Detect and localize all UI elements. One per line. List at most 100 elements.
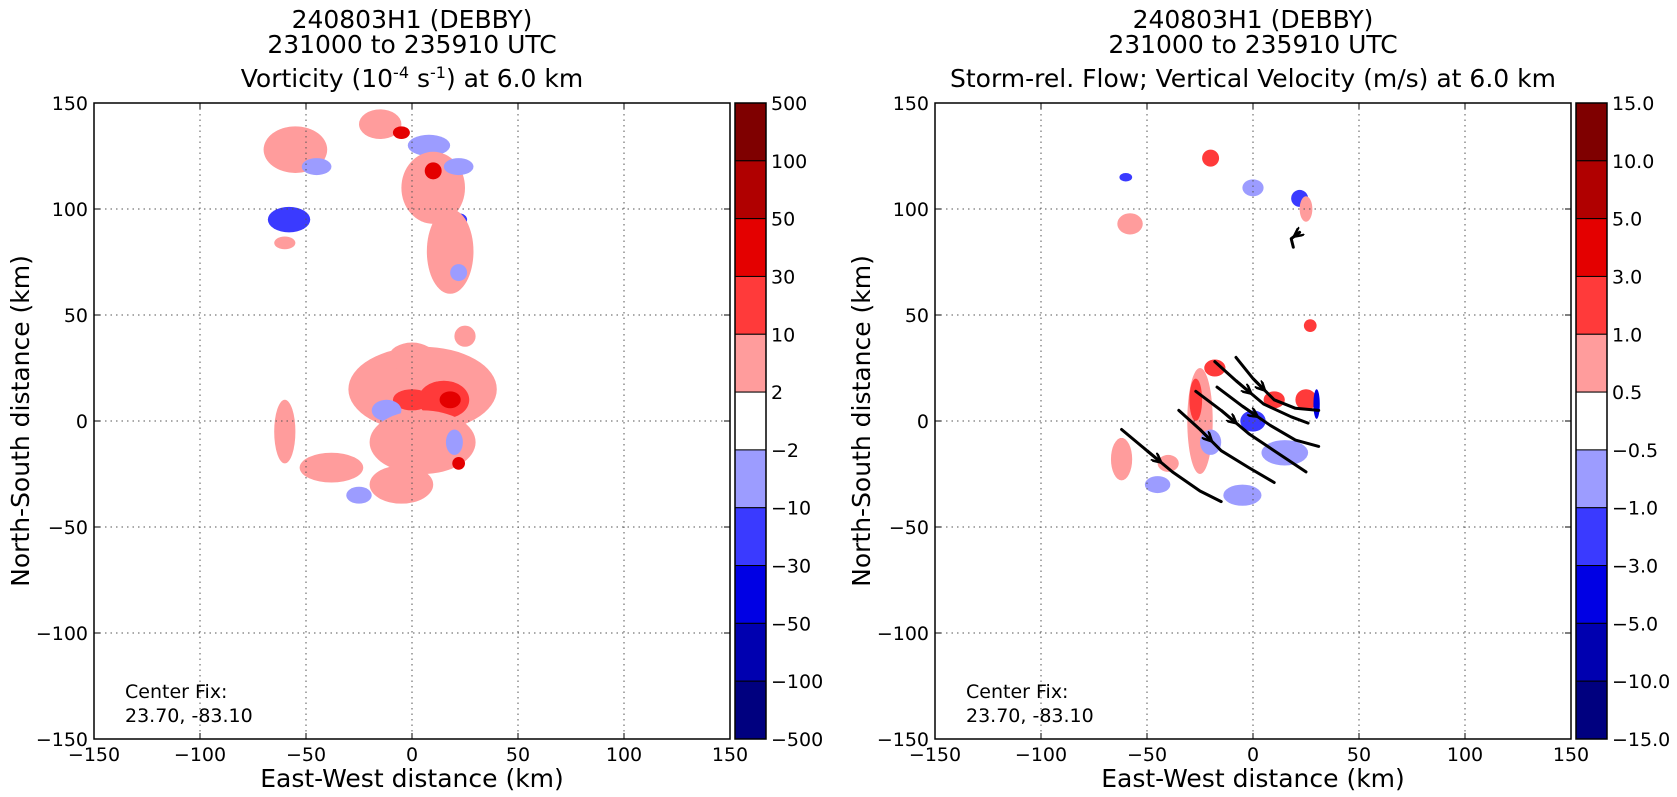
field-blob — [1119, 172, 1133, 182]
field-blob — [359, 109, 402, 140]
colorbar-segment — [734, 680, 767, 740]
x-tick-label: 100 — [606, 744, 642, 766]
field-blob — [1303, 319, 1317, 332]
field-blob — [369, 465, 434, 504]
colorbar-label: −30 — [771, 556, 811, 578]
x-tick-label: −150 — [68, 744, 120, 766]
field-blob — [450, 264, 468, 282]
colorbar-label: 50 — [771, 209, 795, 231]
colorbar-segment — [1575, 160, 1608, 220]
x-tick-label: 0 — [1247, 744, 1259, 766]
streamline — [1234, 355, 1321, 412]
center-fix-value: 23.70, -83.10 — [125, 705, 253, 727]
y-tick-label: 0 — [76, 411, 88, 433]
colorbar-segment — [734, 565, 767, 624]
field-layer — [1110, 149, 1320, 506]
field-blob — [454, 325, 476, 347]
field-blob — [299, 452, 364, 483]
x-tick-label: −50 — [286, 744, 326, 766]
colorbar-label: −15.0 — [1612, 729, 1670, 751]
field-blob — [1295, 389, 1317, 411]
colorbar-label: 10 — [771, 324, 795, 346]
colorbar-label: 15.0 — [1612, 93, 1654, 115]
x-axis-label: East-West distance (km) — [260, 764, 564, 793]
colorbar-segment — [1575, 102, 1608, 162]
field-blob — [452, 457, 466, 470]
field-blob — [445, 429, 463, 455]
field-blob — [426, 209, 474, 294]
y-axis-label: North-South distance (km) — [6, 255, 35, 587]
colorbar-label: 0.5 — [1612, 382, 1642, 404]
x-tick-label: 0 — [406, 744, 418, 766]
x-tick-label: 150 — [1553, 744, 1589, 766]
streamline-arrowhead — [1295, 232, 1299, 235]
x-axis-label: East-West distance (km) — [1101, 764, 1405, 793]
streamline — [1120, 428, 1223, 504]
colorbar-segment — [734, 102, 767, 162]
x-tick-label: 50 — [506, 744, 530, 766]
field-blob — [1204, 359, 1226, 377]
colorbar-label: −10 — [771, 498, 811, 520]
field-blob — [1299, 196, 1313, 222]
field-blob — [346, 486, 372, 504]
field-blob — [1144, 476, 1171, 494]
colorbar-segment — [734, 160, 767, 220]
colorbar-label: −50 — [771, 613, 811, 635]
colorbar-segment — [1575, 680, 1608, 740]
colorbar-label: 1.0 — [1612, 324, 1642, 346]
colorbar-label: 5.0 — [1612, 209, 1642, 231]
streamline-arrowhead — [1146, 449, 1160, 462]
y-tick-label: 0 — [917, 411, 929, 433]
y-tick-label: 150 — [893, 93, 929, 115]
field-blob — [1189, 378, 1203, 421]
y-tick-label: 150 — [52, 93, 88, 115]
x-tick-label: −100 — [174, 744, 226, 766]
colorbar-label: −0.5 — [1612, 440, 1658, 462]
chart-title-field: Vorticity (10-4 s-1) at 6.0 km — [241, 63, 584, 93]
field-blob — [392, 126, 410, 140]
colorbar-label: 30 — [771, 266, 795, 288]
x-tick-label: 50 — [1347, 744, 1371, 766]
y-tick-label: −100 — [36, 623, 88, 645]
chart-panel-1: 240803H1 (DEBBY)231000 to 235910 UTC Vort… — [6, 5, 823, 793]
field-blob — [1242, 179, 1264, 197]
field-blob — [1110, 437, 1133, 481]
field-blob — [1117, 213, 1143, 235]
colorbar-segment — [1575, 391, 1608, 451]
field-blob — [1313, 389, 1320, 419]
streamline — [1194, 389, 1308, 474]
colorbar-segment — [734, 333, 767, 393]
x-tick-label: 100 — [1447, 744, 1483, 766]
colorbar-label: −2 — [771, 440, 799, 462]
y-tick-label: −50 — [48, 517, 88, 539]
colorbar-segment — [1575, 565, 1608, 624]
y-tick-label: 100 — [52, 199, 88, 221]
colorbar-label: 500 — [771, 93, 807, 115]
colorbar-segment — [734, 507, 767, 567]
field-blob — [301, 158, 332, 176]
chart-title-field: Storm-rel. Flow; Vertical Velocity (m/s)… — [950, 64, 1556, 93]
field-blob — [1261, 440, 1309, 466]
field-blob — [392, 389, 432, 411]
field-blob — [369, 410, 476, 475]
x-tick-label: 150 — [712, 744, 748, 766]
colorbar-frame — [1575, 102, 1608, 740]
streamline — [1177, 408, 1276, 484]
colorbar-segment — [1575, 218, 1608, 277]
y-tick-label: −150 — [36, 729, 88, 751]
colorbar-segment — [1575, 507, 1608, 567]
colorbar-segment — [734, 449, 767, 509]
streamline-arrowhead — [1198, 428, 1211, 440]
colorbar-segment — [1575, 622, 1608, 682]
chart-title-line-1: 240803H1 (DEBBY) — [292, 5, 533, 34]
x-tick-label: −50 — [1127, 744, 1167, 766]
y-axis-label: North-South distance (km) — [847, 255, 876, 587]
colorbar-segment — [1575, 333, 1608, 393]
colorbar-label: 3.0 — [1612, 266, 1642, 288]
colorbar-label: −500 — [771, 729, 823, 751]
streamline-arrowhead — [1241, 404, 1256, 416]
colorbar-label: −1.0 — [1612, 498, 1658, 520]
field-blob — [424, 162, 442, 180]
x-tick-label: −100 — [1015, 744, 1067, 766]
x-tick-label: −150 — [909, 744, 961, 766]
